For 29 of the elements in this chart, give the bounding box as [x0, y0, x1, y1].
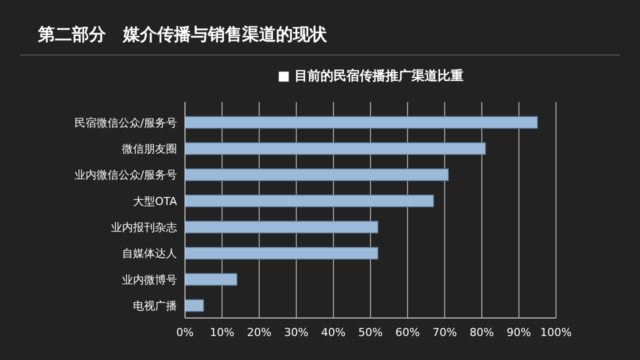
- y-tick-label: 业内微博号: [122, 273, 177, 286]
- x-tick-label: 50%: [358, 326, 383, 339]
- x-tick-label: 0%: [176, 326, 194, 339]
- chart-title: 第二部分 媒介传播与销售渠道的现状: [37, 25, 328, 45]
- bar: [184, 116, 538, 129]
- bar: [184, 220, 378, 234]
- bar: [184, 246, 378, 260]
- y-tick-label: 自媒体达人: [122, 247, 177, 260]
- y-tick-label: 大型OTA: [132, 194, 178, 208]
- bar: [184, 299, 204, 312]
- x-tick-label: 80%: [470, 326, 494, 339]
- x-tick-label: 40%: [321, 326, 346, 339]
- bar: [184, 273, 238, 286]
- x-tick-label: 30%: [284, 326, 309, 339]
- bar: [184, 194, 434, 208]
- x-tick-label: 70%: [432, 326, 457, 339]
- y-tick-label: 微信朋友圈: [122, 142, 177, 156]
- x-tick-label: 10%: [210, 326, 234, 339]
- x-tick-label: 100%: [540, 326, 572, 339]
- x-tick-label: 90%: [506, 326, 532, 339]
- bar: [184, 168, 449, 182]
- y-tick-label: 电视广播: [133, 299, 177, 312]
- y-tick-label: 民宿微信公众/服务号: [74, 116, 177, 130]
- chart-subtitle: ■ 目前的民宿传播推广渠道比重: [278, 68, 464, 84]
- x-tick-label: 20%: [246, 326, 272, 339]
- x-tick-label: 60%: [395, 326, 420, 339]
- bar: [184, 142, 486, 155]
- y-tick-label: 业内报刊杂志: [111, 220, 177, 234]
- y-tick-label: 业内微信公众/服务号: [74, 168, 177, 182]
